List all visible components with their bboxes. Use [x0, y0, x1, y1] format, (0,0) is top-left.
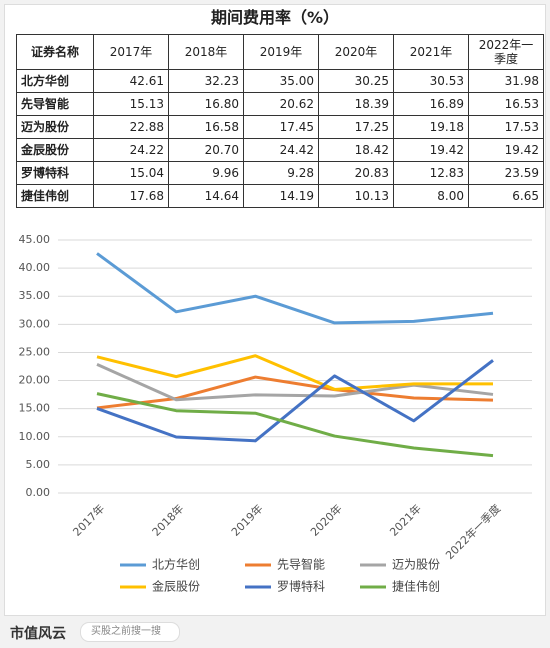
table-cell: 18.42	[318, 138, 394, 162]
table-cell: 24.22	[93, 138, 169, 162]
table-cell: 罗博特科	[16, 161, 94, 185]
table-cell: 35.00	[243, 69, 319, 93]
table-cell: 18.39	[318, 92, 394, 116]
table-cell: 17.53	[468, 115, 544, 139]
brand: 市值风云	[10, 626, 66, 642]
y-tick-label: 25.00	[19, 345, 51, 358]
table-row: 金辰股份 24.22 20.70 24.42 18.42 19.42 19.42	[16, 138, 544, 162]
table-cell: 12.83	[393, 161, 469, 185]
chart: 0.00 5.00 10.00 15.00 20.00 25.00 30.00 35.00 40…	[19, 233, 532, 594]
table-cell: 9.96	[168, 161, 244, 185]
table-cell: 6.65	[468, 184, 544, 208]
footer: 市值风云 买股之前搜一搜	[0, 616, 550, 648]
table-cell: 17.68	[93, 184, 169, 208]
table-row: 先导智能 15.13 16.80 20.62 18.39 16.89 16.53	[16, 92, 544, 116]
series-line	[96, 375, 494, 410]
x-tick-label: 2018年	[149, 501, 186, 538]
series-line	[96, 354, 493, 391]
y-tick-label: 0.00	[26, 486, 51, 499]
x-tick-label: 2020年	[307, 501, 344, 538]
x-tick-label: 2019年	[228, 501, 265, 538]
table-cell: 24.42	[243, 138, 319, 162]
title: 期间费用率（%）	[210, 8, 340, 27]
table-row: 迈为股份 22.88 16.58 17.45 17.25 19.18 17.53	[16, 115, 544, 139]
table-cell: 14.19	[243, 184, 319, 208]
table-cell: 42.61	[93, 69, 169, 93]
table-cell: 证券名称	[16, 34, 94, 70]
search-box[interactable]: 买股之前搜一搜	[80, 622, 180, 642]
table-row: 捷佳伟创 17.68 14.64 14.19 10.13 8.00 6.65	[16, 184, 544, 208]
series-line	[96, 392, 494, 458]
table-cell: 16.53	[468, 92, 544, 116]
x-tick-label: 2021年	[387, 501, 424, 538]
table-cell: 先导智能	[16, 92, 94, 116]
y-tick-label: 30.00	[19, 317, 51, 330]
table-cell: 2022年一季度	[468, 34, 544, 70]
y-tick-label: 5.00	[26, 458, 51, 471]
y-tick-label: 45.00	[19, 233, 51, 246]
legend-label: 罗博特科	[277, 579, 325, 594]
x-tick-label: 2022年一季度	[442, 501, 503, 562]
legend-label: 金辰股份	[152, 579, 200, 594]
table-cell: 19.42	[468, 138, 544, 162]
table-row: 证券名称 2017年 2018年 2019年 2020年 2021年 2022年一季度	[16, 34, 544, 70]
y-tick-label: 15.00	[19, 402, 51, 415]
legend-label: 迈为股份	[392, 558, 440, 572]
series-line	[96, 359, 494, 443]
table-cell: 8.00	[393, 184, 469, 208]
table-cell: 2018年	[168, 34, 244, 70]
legend-label: 北方华创	[152, 557, 200, 572]
y-tick-label: 10.00	[19, 430, 51, 443]
table-cell: 15.13	[93, 92, 169, 116]
table-cell: 2021年	[393, 34, 469, 70]
legend-label: 捷佳伟创	[392, 580, 440, 594]
y-tick-label: 40.00	[19, 261, 51, 274]
data-table: 证券名称 2017年 2018年 2019年 2020年 2021年 2022年一季度 北方华…	[16, 34, 544, 208]
y-tick-label: 20.00	[19, 374, 51, 387]
table-cell: 10.13	[318, 184, 394, 208]
x-tick-label: 2017年	[70, 501, 107, 538]
table-cell: 捷佳伟创	[16, 184, 94, 208]
legend-label: 先导智能	[277, 557, 325, 572]
series-line	[96, 362, 494, 402]
table-cell: 32.23	[168, 69, 244, 93]
table-cell: 19.42	[393, 138, 469, 162]
table-cell: 20.62	[243, 92, 319, 116]
table-cell: 20.70	[168, 138, 244, 162]
series-line	[96, 252, 494, 325]
y-tick-label: 35.00	[19, 289, 51, 302]
table-cell: 30.53	[393, 69, 469, 93]
table-cell: 16.58	[168, 115, 244, 139]
table-cell: 9.28	[243, 161, 319, 185]
table-cell: 23.59	[468, 161, 544, 185]
